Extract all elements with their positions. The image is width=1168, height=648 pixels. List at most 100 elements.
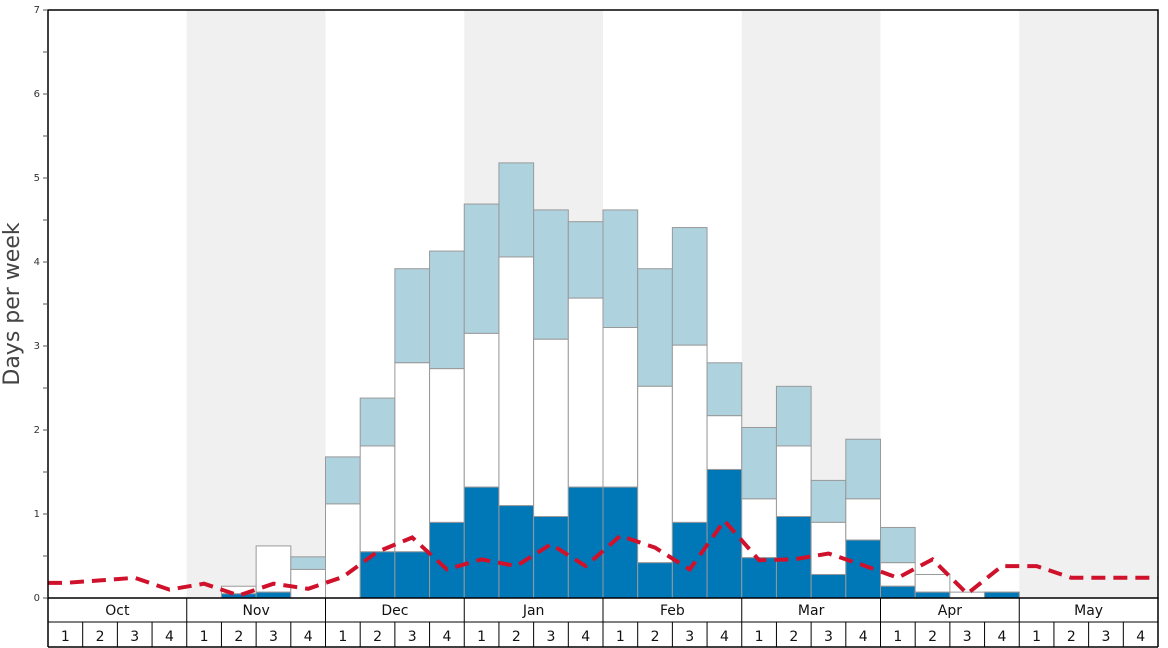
bar-white-segment: [775, 445, 812, 518]
y-tick-label: 7: [34, 5, 40, 16]
week-label: 3: [547, 629, 556, 645]
week-label: 2: [512, 629, 521, 645]
bar-white-segment: [949, 591, 986, 599]
month-label-may: May: [1074, 603, 1103, 619]
y-tick-label: 1: [34, 509, 40, 520]
bar-white-segment: [498, 256, 535, 507]
bar-dark-segment: [845, 539, 881, 599]
bar-dark-segment: [498, 505, 535, 599]
week-label: 4: [581, 629, 590, 645]
bar-dark-segment: [984, 591, 1020, 599]
y-tick-label: 0: [34, 593, 40, 604]
week-label: 2: [234, 629, 243, 645]
bar-light-segment: [567, 221, 604, 299]
bar-white-segment: [914, 573, 951, 593]
bar-white-segment: [845, 498, 881, 541]
week-label: 4: [442, 629, 451, 645]
bar-white-segment: [463, 332, 500, 488]
week-label: 2: [928, 629, 937, 645]
bar-dark-segment: [255, 591, 292, 599]
week-label: 2: [651, 629, 660, 645]
bar-dark-segment: [880, 585, 916, 599]
week-label: 3: [685, 629, 694, 645]
month-label-mar: Mar: [798, 603, 825, 619]
week-label: 4: [720, 629, 729, 645]
week-label: 3: [963, 629, 972, 645]
week-label: 3: [130, 629, 139, 645]
week-label: 1: [61, 629, 70, 645]
week-label: 1: [893, 629, 902, 645]
y-tick-label: 4: [34, 257, 40, 268]
week-label: 2: [789, 629, 798, 645]
week-label: 1: [616, 629, 625, 645]
bar-white-segment: [671, 344, 708, 523]
bar-light-segment: [637, 268, 673, 387]
month-label-nov: Nov: [242, 603, 269, 619]
bar-dark-segment: [741, 557, 777, 599]
bar-white-segment: [810, 521, 847, 575]
bar-white-segment: [359, 445, 396, 553]
y-tick-label: 2: [34, 425, 40, 436]
bar-white-segment: [394, 362, 431, 553]
bar-light-segment: [429, 250, 465, 370]
bar-light-segment: [706, 362, 743, 417]
bar-white-segment: [429, 368, 465, 523]
month-shade-may: [1019, 10, 1158, 598]
bar-light-segment: [533, 209, 569, 340]
week-label: 4: [304, 629, 313, 645]
bar-light-segment: [775, 385, 812, 447]
week-label: 1: [1032, 629, 1041, 645]
bar-white-segment: [290, 568, 326, 599]
bar-light-segment: [671, 227, 708, 346]
y-tick-label: 5: [34, 173, 40, 184]
week-label: 3: [824, 629, 833, 645]
bar-white-segment: [567, 297, 604, 488]
bar-light-segment: [359, 397, 396, 447]
week-label: 3: [269, 629, 278, 645]
bar-white-segment: [706, 415, 743, 470]
bar-dark-segment: [533, 516, 569, 599]
bar-light-segment: [880, 526, 916, 564]
week-label: 1: [477, 629, 486, 645]
bar-white-segment: [602, 327, 639, 488]
bar-white-segment: [533, 338, 569, 518]
bar-white-segment: [325, 503, 361, 599]
bar-dark-segment: [429, 521, 465, 599]
bar-dark-segment: [810, 573, 847, 599]
week-label: 1: [755, 629, 764, 645]
bar-light-segment: [290, 556, 326, 570]
bar-dark-segment: [602, 486, 639, 599]
week-label: 4: [165, 629, 174, 645]
week-label: 2: [96, 629, 105, 645]
month-label-oct: Oct: [105, 603, 130, 619]
month-label-jan: Jan: [522, 603, 545, 619]
bar-dark-segment: [567, 486, 604, 599]
bar-light-segment: [325, 456, 361, 505]
bar-light-segment: [810, 479, 847, 523]
month-label-apr: Apr: [938, 603, 962, 619]
month-label-feb: Feb: [660, 603, 685, 619]
y-tick-label: 6: [34, 89, 40, 100]
bar-dark-segment: [706, 468, 743, 599]
bar-light-segment: [845, 438, 881, 500]
week-label: 4: [859, 629, 868, 645]
bar-light-segment: [394, 268, 431, 364]
week-label: 4: [1136, 629, 1145, 645]
bar-light-segment: [602, 209, 639, 329]
bar-light-segment: [498, 162, 535, 258]
week-label: 2: [373, 629, 382, 645]
bar-light-segment: [463, 203, 500, 334]
week-label: 1: [338, 629, 347, 645]
week-label: 3: [408, 629, 417, 645]
week-label: 4: [997, 629, 1006, 645]
bar-dark-segment: [914, 591, 951, 599]
week-label: 2: [1067, 629, 1076, 645]
bar-dark-segment: [637, 562, 673, 599]
bar-white-segment: [637, 385, 673, 564]
week-label: 1: [200, 629, 209, 645]
week-label: 3: [1102, 629, 1111, 645]
bar-light-segment: [741, 426, 777, 500]
dashed-series-line: [48, 517, 1158, 598]
y-tick-label: 3: [34, 341, 40, 352]
